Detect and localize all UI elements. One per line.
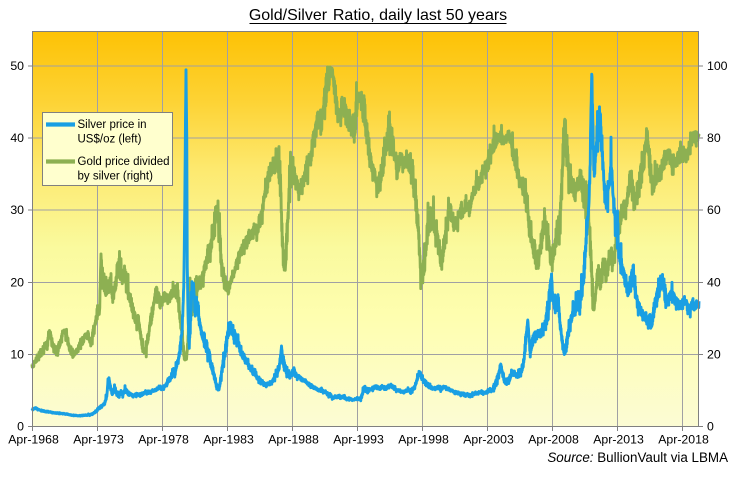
svg-text:Silver price in: Silver price in xyxy=(78,119,147,131)
svg-text:50: 50 xyxy=(10,59,24,73)
svg-text:0: 0 xyxy=(17,420,24,434)
svg-text:40: 40 xyxy=(10,131,24,145)
svg-text:Apr-1983: Apr-1983 xyxy=(203,433,254,447)
svg-text:Apr-2018: Apr-2018 xyxy=(658,433,709,447)
svg-text:40: 40 xyxy=(707,275,721,289)
svg-text:20: 20 xyxy=(707,347,721,361)
svg-text:0: 0 xyxy=(707,420,714,434)
svg-text:Apr-1988: Apr-1988 xyxy=(268,433,319,447)
svg-text:Apr-1993: Apr-1993 xyxy=(333,433,384,447)
svg-text:Apr-1968: Apr-1968 xyxy=(8,433,59,447)
svg-text:Gold/Silver Ratio, daily last: Gold/Silver Ratio, daily last 50 years xyxy=(249,7,507,24)
svg-text:30: 30 xyxy=(10,203,24,217)
svg-text:Source: BullionVault via LBMA: Source: BullionVault via LBMA xyxy=(547,450,728,465)
svg-text:Apr-2008: Apr-2008 xyxy=(528,433,579,447)
svg-text:60: 60 xyxy=(707,203,721,217)
svg-text:Gold price divided: Gold price divided xyxy=(78,156,170,168)
svg-text:80: 80 xyxy=(707,131,721,145)
svg-text:Apr-1998: Apr-1998 xyxy=(398,433,449,447)
svg-text:US$/oz (left): US$/oz (left) xyxy=(78,134,142,146)
svg-text:by silver (right): by silver (right) xyxy=(78,171,154,183)
svg-text:Apr-1978: Apr-1978 xyxy=(138,433,189,447)
svg-text:Apr-2003: Apr-2003 xyxy=(463,433,514,447)
svg-text:20: 20 xyxy=(10,275,24,289)
svg-text:100: 100 xyxy=(707,59,728,73)
svg-text:Apr-1973: Apr-1973 xyxy=(73,433,124,447)
svg-text:Apr-2013: Apr-2013 xyxy=(593,433,644,447)
svg-text:10: 10 xyxy=(10,347,24,361)
